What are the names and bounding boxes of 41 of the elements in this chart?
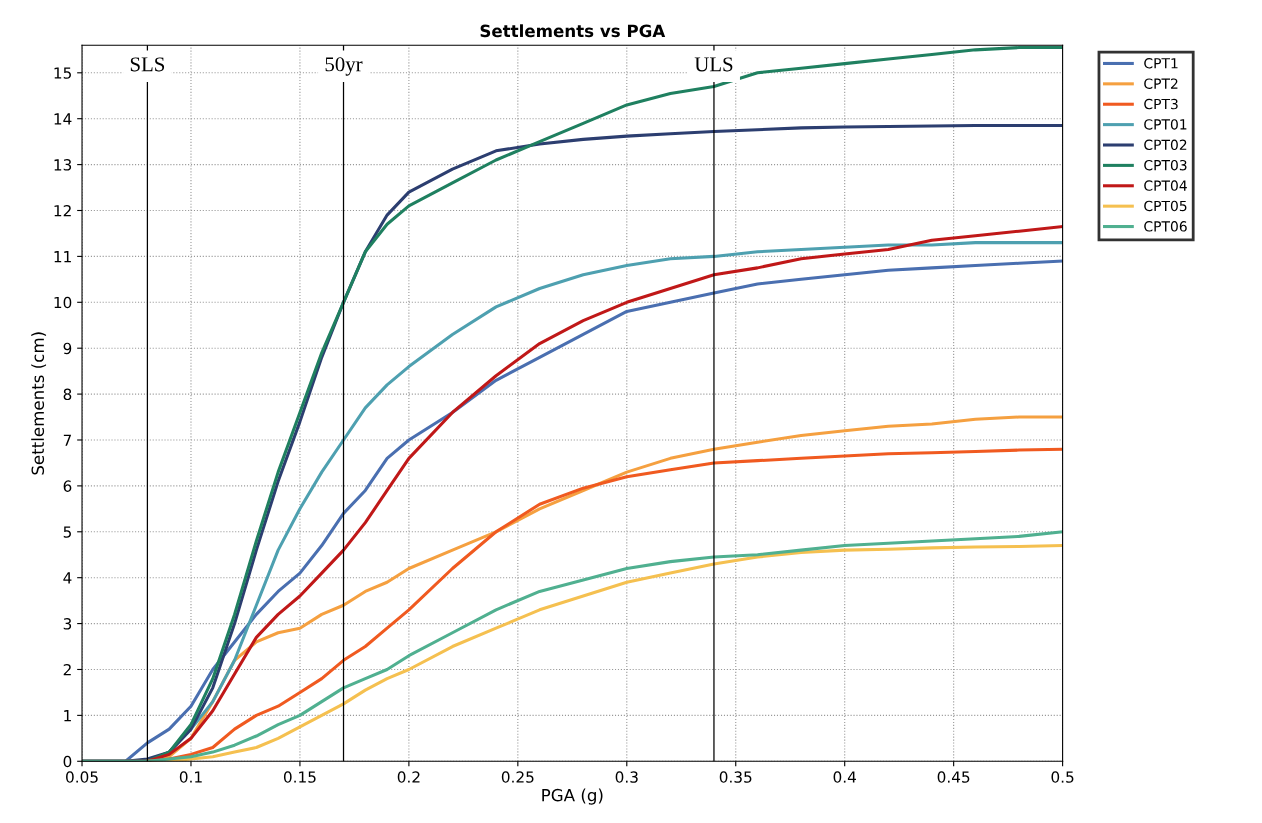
y-tick-label: 12 — [54, 204, 71, 217]
y-tick-label: 10 — [54, 296, 72, 309]
y-tick-label: 7 — [63, 434, 71, 446]
legend-label: CPT02 — [1144, 139, 1187, 151]
legend-label: CPT06 — [1144, 221, 1187, 232]
legend-label: CPT1 — [1144, 58, 1178, 69]
y-tick-label: 8 — [63, 388, 72, 401]
y-tick-label: 2 — [63, 663, 71, 676]
y-tick-label: 13 — [54, 159, 72, 171]
y-tick-label: 3 — [63, 618, 72, 630]
y-tick-label: 15 — [54, 67, 71, 79]
y-tick-label: 1 — [64, 710, 71, 722]
legend-label: CPT03 — [1144, 159, 1187, 171]
x-tick-label: 0.15 — [283, 771, 316, 783]
legend-label: CPT3 — [1144, 98, 1178, 110]
y-tick-label: 6 — [63, 480, 72, 492]
x-tick-label: 0.1 — [179, 771, 202, 783]
x-axis-title: PGA (g) — [542, 788, 603, 805]
y-tick-label: 14 — [54, 113, 72, 125]
ref-line-label: ULS — [694, 57, 733, 72]
chart-title: Settlements vs PGA — [480, 24, 666, 38]
x-tick-label: 0.4 — [833, 771, 856, 783]
x-tick-label: 0.45 — [937, 771, 970, 783]
x-tick-label: 0.3 — [615, 771, 638, 783]
y-tick-label: 4 — [63, 572, 72, 584]
ref-line-label: SLS — [130, 57, 165, 72]
x-tick-label: 0.05 — [66, 771, 98, 783]
y-tick-label: 11 — [54, 251, 71, 263]
x-tick-label: 0.5 — [1051, 771, 1074, 783]
y-tick-label: 0 — [63, 755, 72, 768]
y-tick-label: 5 — [63, 526, 71, 538]
x-tick-label: 0.35 — [719, 771, 752, 783]
x-tick-label: 0.25 — [501, 771, 534, 783]
ref-line-label: 50yr — [325, 57, 363, 76]
legend-label: CPT2 — [1144, 78, 1178, 89]
y-tick-label: 9 — [63, 342, 72, 355]
y-axis-title: Settlements (cm) — [31, 332, 47, 475]
x-tick-label: 0.2 — [397, 771, 420, 783]
legend-label: CPT01 — [1144, 119, 1187, 130]
legend-label: CPT05 — [1144, 200, 1187, 212]
legend-label: CPT04 — [1144, 180, 1187, 191]
